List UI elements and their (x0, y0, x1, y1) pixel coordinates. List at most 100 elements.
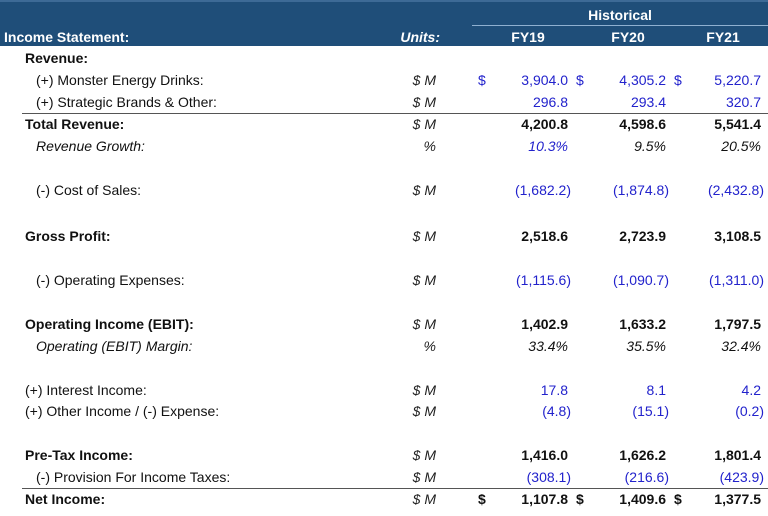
row-label: Net Income: (25, 491, 106, 507)
row-label: (-) Cost of Sales: (36, 182, 142, 198)
cell-fy19[interactable]: 3,904.0 (521, 72, 568, 88)
row-monster-energy-drinks: (+) Monster Energy Drinks: $ M $ 3,904.0… (0, 69, 768, 91)
row-unit: $ M (412, 116, 436, 132)
cell-fy19[interactable]: (1,682.2) (514, 182, 571, 198)
cell-fy19[interactable]: (1,115.6) (516, 272, 571, 288)
row-unit: $ M (412, 469, 436, 485)
row-revenue-growth: Revenue Growth: % 10.3% 9.5% 20.5% (0, 135, 768, 157)
cell-fy21[interactable]: 320.7 (725, 94, 761, 110)
cell-fy20[interactable]: 4,598.6 (619, 116, 666, 132)
cell-fy19[interactable]: 17.8 (540, 382, 568, 398)
currency-sign: $ (674, 491, 682, 507)
cell-fy20[interactable]: (15.1) (632, 403, 669, 419)
row-label: Pre-Tax Income: (25, 447, 133, 463)
row-label: Operating Income (EBIT): (25, 316, 194, 332)
cell-fy21[interactable]: 20.5% (721, 138, 761, 154)
cell-fy19[interactable]: 296.8 (532, 94, 568, 110)
row-gross-profit: Gross Profit: $ M 2,518.6 2,723.9 3,108.… (0, 225, 768, 247)
row-net-income: Net Income: $ M $ 1,107.8 $ 1,409.6 $ 1,… (0, 488, 768, 510)
row-unit: $ M (412, 491, 436, 507)
cell-fy19[interactable]: 10.3% (528, 138, 568, 154)
cell-fy21[interactable]: (2,432.8) (707, 182, 764, 198)
cell-fy21[interactable]: 1,797.5 (714, 316, 761, 332)
cell-fy20[interactable]: 293.4 (630, 94, 666, 110)
row-unit: % (423, 138, 436, 154)
cell-fy20[interactable]: 1,626.2 (619, 447, 666, 463)
row-unit: $ M (412, 447, 436, 463)
row-unit: $ M (412, 182, 436, 198)
cell-fy20[interactable]: 1,633.2 (619, 316, 666, 332)
row-label: (-) Provision For Income Taxes: (36, 469, 231, 485)
cell-fy20[interactable]: 1,409.6 (619, 491, 666, 507)
currency-sign: $ (674, 72, 682, 88)
row-label: (+) Strategic Brands & Other: (36, 94, 217, 110)
statement-title: Income Statement: (4, 29, 130, 45)
subtotal-rule (22, 113, 768, 114)
cell-fy21[interactable]: 1,801.4 (714, 447, 761, 463)
row-unit: $ M (412, 272, 436, 288)
row-ebit-margin: Operating (EBIT) Margin: % 33.4% 35.5% 3… (0, 335, 768, 357)
row-unit: $ M (412, 403, 436, 419)
row-label: (+) Interest Income: (25, 382, 147, 398)
row-label: Total Revenue: (25, 116, 125, 132)
net-income-rule (22, 488, 768, 489)
row-operating-expenses: (-) Operating Expenses: $ M (1,115.6) (1… (0, 269, 768, 291)
cell-fy19[interactable]: 1,402.9 (521, 316, 568, 332)
row-other-income-expense: (+) Other Income / (-) Expense: $ M (4.8… (0, 400, 768, 422)
row-strategic-brands: (+) Strategic Brands & Other: $ M 296.8 … (0, 91, 768, 113)
cell-fy19[interactable]: 33.4% (528, 338, 568, 354)
currency-sign: $ (576, 72, 584, 88)
cell-fy21[interactable]: (423.9) (719, 469, 764, 485)
cell-fy19[interactable]: (308.1) (526, 469, 571, 485)
cell-fy21[interactable]: 1,377.5 (714, 491, 761, 507)
cell-fy19[interactable]: 2,518.6 (521, 228, 568, 244)
currency-sign: $ (478, 491, 486, 507)
cell-fy20[interactable]: 9.5% (634, 138, 666, 154)
cell-fy21[interactable]: 32.4% (721, 338, 761, 354)
cell-fy20[interactable]: (216.6) (624, 469, 669, 485)
row-pre-tax-income: Pre-Tax Income: $ M 1,416.0 1,626.2 1,80… (0, 444, 768, 466)
row-label: (+) Monster Energy Drinks: (36, 72, 204, 88)
row-provision-income-taxes: (-) Provision For Income Taxes: $ M (308… (0, 466, 768, 488)
row-unit: $ M (412, 228, 436, 244)
row-label: (-) Operating Expenses: (36, 272, 185, 288)
cell-fy21[interactable]: (1,311.0) (709, 272, 764, 288)
row-label: Revenue: (25, 50, 89, 66)
cell-fy20[interactable]: 35.5% (626, 338, 666, 354)
cell-fy21[interactable]: 5,541.4 (714, 116, 761, 132)
row-unit: % (423, 338, 436, 354)
row-unit: $ M (412, 382, 436, 398)
row-interest-income: (+) Interest Income: $ M 17.8 8.1 4.2 (0, 379, 768, 401)
cell-fy21[interactable]: 4.2 (741, 382, 761, 398)
column-header-fy19: FY19 (511, 29, 545, 45)
cell-fy19[interactable]: 1,107.8 (521, 491, 568, 507)
cell-fy19[interactable]: 4,200.8 (521, 116, 568, 132)
row-unit: $ M (412, 94, 436, 110)
cell-fy20[interactable]: 4,305.2 (619, 72, 666, 88)
cell-fy19[interactable]: (4.8) (542, 403, 571, 419)
cell-fy21[interactable]: 5,220.7 (714, 72, 761, 88)
column-header-fy20: FY20 (611, 29, 645, 45)
column-header-fy21: FY21 (706, 29, 740, 45)
cell-fy20[interactable]: 2,723.9 (619, 228, 666, 244)
row-unit: $ M (412, 316, 436, 332)
historical-group-underline (472, 25, 768, 26)
row-label: Operating (EBIT) Margin: (36, 338, 193, 354)
row-label: Revenue Growth: (36, 138, 145, 154)
units-column-header: Units: (400, 29, 440, 45)
row-cost-of-sales: (-) Cost of Sales: $ M (1,682.2) (1,874.… (0, 179, 768, 201)
cell-fy20[interactable]: 8.1 (646, 382, 666, 398)
row-operating-income: Operating Income (EBIT): $ M 1,402.9 1,6… (0, 313, 768, 335)
currency-sign: $ (576, 491, 584, 507)
cell-fy20[interactable]: (1,090.7) (612, 272, 669, 288)
currency-sign: $ (478, 72, 486, 88)
row-label: Gross Profit: (25, 228, 111, 244)
cell-fy21[interactable]: (0.2) (735, 403, 764, 419)
cell-fy20[interactable]: (1,874.8) (612, 182, 669, 198)
table-header: Historical Income Statement: Units: FY19… (0, 0, 768, 46)
historical-group-label: Historical (588, 7, 652, 23)
cell-fy19[interactable]: 1,416.0 (521, 447, 568, 463)
cell-fy21[interactable]: 3,108.5 (714, 228, 761, 244)
row-label: (+) Other Income / (-) Expense: (25, 403, 220, 419)
row-total-revenue: Total Revenue: $ M 4,200.8 4,598.6 5,541… (0, 113, 768, 135)
